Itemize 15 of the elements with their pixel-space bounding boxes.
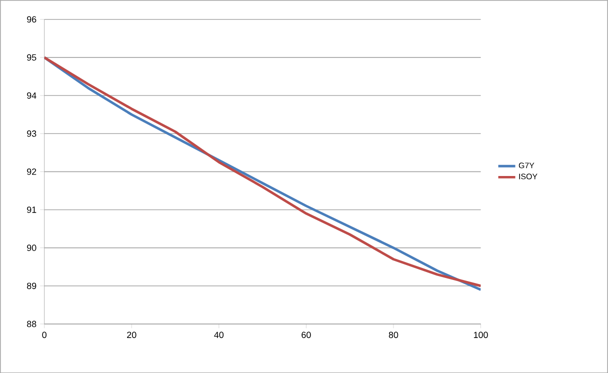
- y-tick-label: 89: [27, 282, 36, 289]
- y-tick-label: 91: [27, 206, 36, 213]
- y-tick-label: 96: [27, 16, 36, 22]
- y-tick-label: 90: [27, 244, 36, 251]
- x-tick-label: 60: [302, 332, 311, 338]
- x-tick-label: 100: [474, 332, 488, 338]
- x-tick-label: 0: [42, 332, 46, 338]
- y-tick-label: 92: [27, 168, 36, 175]
- y-tick-label: 95: [27, 54, 36, 60]
- y-tick-label: 93: [27, 130, 36, 137]
- y-tick-label: 88: [27, 320, 36, 327]
- x-tick-label: 20: [127, 332, 136, 338]
- x-tick-label: 40: [214, 332, 224, 338]
- x-tick-label: 80: [388, 332, 398, 338]
- y-tick-label: 94: [27, 92, 36, 99]
